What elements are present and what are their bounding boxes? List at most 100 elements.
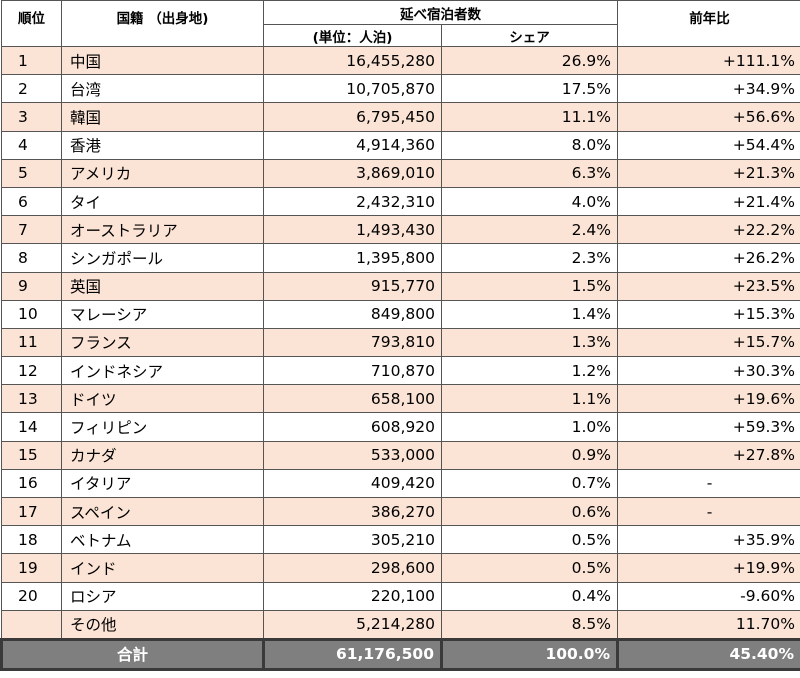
cell-yoy: -9.60%	[617, 581, 800, 611]
cell-rank: 2	[1, 74, 62, 104]
table-row: 16 イタリア 409,420 0.7% -	[1, 468, 800, 499]
table-row: 4 香港 4,914,360 8.0% +54.4%	[1, 130, 800, 160]
cell-nights: 298,600	[263, 553, 442, 583]
cell-share: 1.0%	[441, 412, 618, 442]
cell-rank: 12	[1, 356, 62, 386]
table-row: 7 オーストラリア 1,493,430 2.4% +22.2%	[1, 215, 800, 245]
cell-country: 中国	[61, 45, 264, 76]
cell-rank: 8	[1, 243, 62, 273]
header-rank: 順位	[1, 0, 62, 47]
cell-yoy: -	[617, 496, 800, 527]
cell-share: 0.9%	[441, 440, 618, 470]
cell-nights: 16,455,280	[263, 45, 442, 76]
cell-share: 2.3%	[441, 243, 618, 273]
cell-yoy: +22.2%	[617, 215, 800, 245]
table-row: 20 ロシア 220,100 0.4% -9.60%	[1, 581, 800, 611]
table-row: 1 中国 16,455,280 26.9% +111.1%	[1, 45, 800, 76]
cell-yoy: +111.1%	[617, 45, 800, 76]
cell-nights: 386,270	[263, 496, 442, 527]
cell-rank: 14	[1, 412, 62, 442]
cell-rank: 4	[1, 130, 62, 160]
cell-rank: 16	[1, 468, 62, 499]
cell-country: インド	[61, 553, 264, 583]
table-row: その他 5,214,280 8.5% 11.70%	[1, 609, 800, 640]
cell-rank: 7	[1, 215, 62, 245]
cell-yoy: +34.9%	[617, 74, 800, 104]
table-footer: 合計 61,176,500 100.0% 45.40%	[0, 637, 800, 671]
cell-yoy: +21.4%	[617, 186, 800, 217]
cell-yoy: -	[617, 468, 800, 499]
table-row: 3 韓国 6,795,450 11.1% +56.6%	[1, 102, 800, 132]
cell-country: フランス	[61, 327, 264, 358]
cell-nights: 793,810	[263, 327, 442, 358]
table-row: 2 台湾 10,705,870 17.5% +34.9%	[1, 74, 800, 104]
cell-share: 11.1%	[441, 102, 618, 132]
cell-share: 4.0%	[441, 186, 618, 217]
cell-rank: 10	[1, 299, 62, 329]
cell-share: 26.9%	[441, 45, 618, 76]
cell-country: シンガポール	[61, 243, 264, 273]
cell-share: 0.5%	[441, 525, 618, 555]
cell-yoy: +15.3%	[617, 299, 800, 329]
table-row: 5 アメリカ 3,869,010 6.3% +21.3%	[1, 158, 800, 188]
cell-share: 1.2%	[441, 356, 618, 386]
cell-country: イタリア	[61, 468, 264, 499]
cell-yoy: +19.6%	[617, 384, 800, 414]
cell-share: 1.3%	[441, 327, 618, 358]
table-row: 8 シンガポール 1,395,800 2.3% +26.2%	[1, 243, 800, 273]
cell-country: マレーシア	[61, 299, 264, 329]
cell-yoy: +23.5%	[617, 271, 800, 301]
cell-rank: 13	[1, 384, 62, 414]
header-yoy: 前年比	[617, 0, 800, 47]
cell-nights: 849,800	[263, 299, 442, 329]
cell-share: 8.5%	[441, 609, 618, 640]
cell-yoy: +21.3%	[617, 158, 800, 188]
cell-yoy: +15.7%	[617, 327, 800, 358]
cell-rank: 15	[1, 440, 62, 470]
cell-yoy: +19.9%	[617, 553, 800, 583]
cell-nights: 2,432,310	[263, 186, 442, 217]
table-row: 11 フランス 793,810 1.3% +15.7%	[1, 327, 800, 358]
cell-country: アメリカ	[61, 158, 264, 188]
cell-country: 英国	[61, 271, 264, 301]
cell-rank: 5	[1, 158, 62, 188]
cell-yoy: +59.3%	[617, 412, 800, 442]
cell-share: 1.1%	[441, 384, 618, 414]
cell-country: 台湾	[61, 74, 264, 104]
cell-nights: 658,100	[263, 384, 442, 414]
cell-yoy: +54.4%	[617, 130, 800, 160]
cell-country: インドネシア	[61, 356, 264, 386]
header-country: 国籍 （出身地)	[61, 0, 264, 47]
cell-country: 香港	[61, 130, 264, 160]
cell-share: 6.3%	[441, 158, 618, 188]
table-row: 13 ドイツ 658,100 1.1% +19.6%	[1, 384, 800, 414]
total-yoy: 45.40%	[616, 637, 800, 671]
cell-rank: 1	[1, 45, 62, 76]
cell-share: 2.4%	[441, 215, 618, 245]
table-header: 順位 国籍 （出身地) 延べ宿泊者数 前年比 (単位：人泊) シェア	[1, 0, 800, 47]
cell-rank	[1, 609, 62, 640]
cell-country: フィリピン	[61, 412, 264, 442]
table-row: 14 フィリピン 608,920 1.0% +59.3%	[1, 412, 800, 442]
cell-share: 0.7%	[441, 468, 618, 499]
cell-country: タイ	[61, 186, 264, 217]
cell-rank: 3	[1, 102, 62, 132]
cell-nights: 1,493,430	[263, 215, 442, 245]
table-row: 19 インド 298,600 0.5% +19.9%	[1, 553, 800, 583]
cell-rank: 17	[1, 496, 62, 527]
cell-country: ベトナム	[61, 525, 264, 555]
header-share: シェア	[441, 24, 618, 47]
cell-nights: 305,210	[263, 525, 442, 555]
cell-nights: 6,795,450	[263, 102, 442, 132]
cell-country: ドイツ	[61, 384, 264, 414]
cell-yoy: +56.6%	[617, 102, 800, 132]
cell-share: 0.5%	[441, 553, 618, 583]
table-row: 9 英国 915,770 1.5% +23.5%	[1, 271, 800, 301]
cell-country: ロシア	[61, 581, 264, 611]
cell-yoy: +26.2%	[617, 243, 800, 273]
cell-rank: 6	[1, 186, 62, 217]
cell-nights: 533,000	[263, 440, 442, 470]
cell-rank: 18	[1, 525, 62, 555]
table-row: 15 カナダ 533,000 0.9% +27.8%	[1, 440, 800, 470]
